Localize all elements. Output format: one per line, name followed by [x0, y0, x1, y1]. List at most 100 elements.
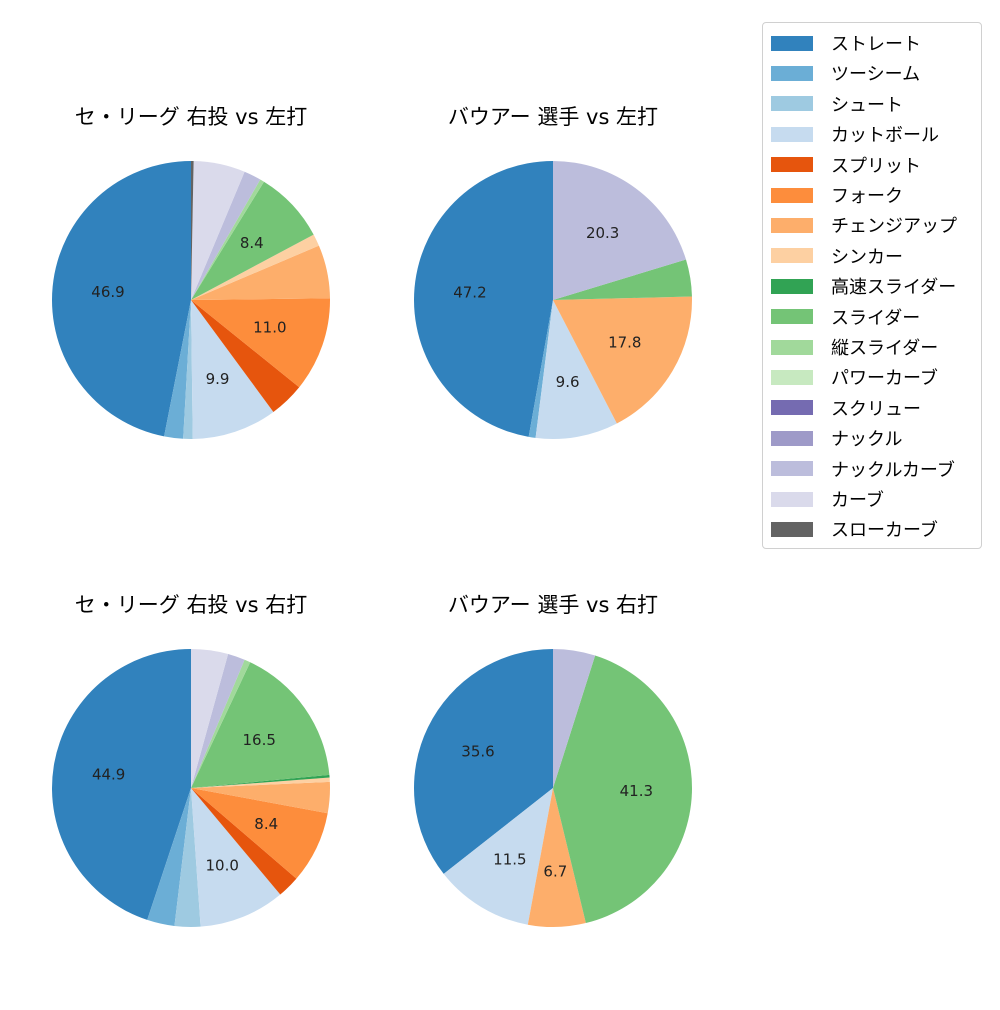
slice-value-label: 10.0 [205, 856, 238, 874]
pie-slice [164, 300, 191, 439]
slice-value-label: 16.5 [243, 731, 276, 749]
pie-slice [191, 774, 330, 788]
pie-slice [147, 788, 191, 927]
pie-panel-bauer-vs-right: バウアー 選手 vs 右打 35.6 11.5 6.7 41.3 [403, 590, 703, 1010]
legend-swatch [771, 430, 813, 446]
pie-slice [191, 649, 229, 788]
slice-value-label: 44.9 [92, 766, 125, 784]
legend-item: シンカー [771, 244, 903, 268]
pie-chart: 35.6 11.5 6.7 41.3 [414, 649, 692, 927]
pie-slice [527, 788, 586, 927]
legend-swatch [771, 461, 813, 477]
slice-value-label: 11.0 [253, 318, 286, 336]
legend-label: スプリット [831, 155, 921, 177]
legend-item: スローカーブ [771, 517, 938, 541]
pie-slice [443, 788, 553, 925]
pie-slice [414, 649, 553, 874]
pie-slice [528, 300, 553, 438]
pie-slice [553, 649, 596, 788]
pie-slice [191, 300, 274, 439]
pie-slice [553, 655, 692, 924]
slice-value-label: 9.9 [206, 370, 230, 388]
legend-swatch [771, 248, 813, 264]
slice-value-label: 8.4 [254, 815, 278, 833]
pie-slice [191, 788, 328, 879]
panel-title: セ・リーグ 右投 vs 左打 [74, 105, 308, 129]
legend-item: カットボール [771, 122, 939, 146]
slice-value-label: 9.6 [556, 373, 580, 391]
pie-slice [553, 259, 692, 300]
legend-label: スクリュー [831, 398, 921, 420]
slice-value-label: 41.3 [620, 782, 653, 800]
pie-slice [191, 161, 245, 300]
pie-slice [191, 171, 261, 300]
legend-item: ストレート [771, 31, 921, 55]
pie-slice [183, 300, 193, 439]
legend-swatch [771, 491, 813, 507]
pie-slice [191, 777, 330, 788]
pie-slice [191, 300, 300, 412]
legend-swatch [771, 339, 813, 355]
slice-value-label: 8.4 [240, 234, 264, 252]
legend-item: 縦スライダー [771, 335, 938, 359]
legend-item: ナックル [771, 426, 902, 450]
pie-panel-league-vs-right: セ・リーグ 右投 vs 右打 44.9 10.0 8.4 16.5 [41, 590, 341, 1010]
legend-label: スライダー [831, 307, 921, 329]
legend-label: フォーク [831, 186, 903, 207]
slice-value-label: 46.9 [91, 283, 124, 301]
pie-slice [174, 788, 201, 927]
legend-label: カットボール [831, 125, 939, 147]
legend-item: カーブ [771, 487, 884, 511]
legend-swatch [771, 521, 813, 537]
pie-slice [51, 649, 191, 920]
pie-slice [191, 781, 330, 814]
legend-label: 高速スライダー [831, 277, 957, 299]
slice-value-label: 35.6 [461, 743, 494, 761]
legend-item: シュート [771, 92, 903, 116]
slice-value-label: 20.3 [586, 224, 619, 242]
pie-slice [191, 245, 330, 300]
pie-chart: 47.2 9.6 17.8 20.3 [414, 161, 692, 439]
legend-label: ツーシーム [831, 64, 921, 86]
pie-slice [553, 296, 692, 424]
legend-swatch [771, 126, 813, 142]
pie-slice [414, 161, 553, 437]
legend-swatch [771, 187, 813, 203]
pie-slice [535, 300, 617, 439]
pie-chart: 44.9 10.0 8.4 16.5 [51, 649, 330, 927]
pie-slice [191, 161, 194, 300]
legend-swatch [771, 65, 813, 81]
pie-slice [191, 234, 319, 300]
panel-title: セ・リーグ 右投 vs 右打 [74, 593, 308, 617]
legend-item: ツーシーム [771, 61, 920, 85]
panel-title: バウアー 選手 vs 左打 [447, 105, 659, 129]
legend-swatch [771, 217, 813, 233]
legend-item: ナックルカーブ [771, 457, 955, 481]
legend-item: チェンジアップ [771, 213, 957, 237]
legend-label: パワーカーブ [831, 368, 938, 390]
pie-slice [191, 788, 281, 927]
pie-slice [191, 654, 245, 788]
pie-slice [191, 181, 314, 300]
pie-slice [553, 161, 686, 300]
pie-slice [191, 662, 330, 788]
legend-swatch [771, 400, 813, 416]
legend-swatch [771, 35, 813, 51]
pie-panel-league-vs-left: セ・リーグ 右投 vs 左打 46.9 9.9 11.0 8.4 [41, 102, 341, 522]
pie-slice [191, 298, 330, 388]
legend-item: 高速スライダー [771, 274, 956, 298]
legend-item: スプリット [771, 153, 921, 177]
legend-item: スクリュー [771, 396, 921, 420]
legend-label: ストレート [831, 34, 921, 55]
panel-title: バウアー 選手 vs 右打 [447, 593, 659, 617]
pie-slice [191, 788, 297, 895]
legend: ストレートツーシームシュートカットボール スプリットフォークチェンジアップシンカー… [762, 22, 982, 549]
legend-label: チェンジアップ [831, 216, 957, 238]
pie-chart: 46.9 9.9 11.0 8.4 [52, 161, 330, 439]
slice-value-label: 17.8 [608, 333, 641, 351]
legend-label: カーブ [831, 490, 884, 511]
legend-swatch [771, 157, 813, 173]
legend-swatch [771, 369, 813, 385]
legend-item: パワーカーブ [771, 365, 938, 389]
pie-slice [191, 659, 251, 788]
